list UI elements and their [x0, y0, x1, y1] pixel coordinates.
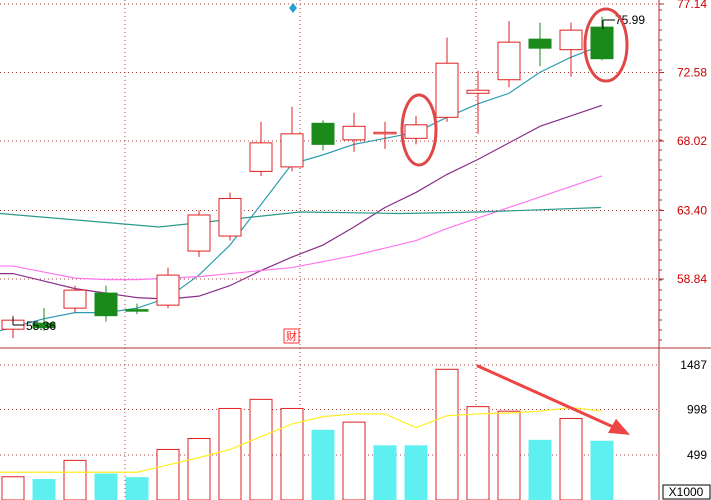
volume-tick-label: 998	[687, 403, 707, 417]
candle-body	[280, 133, 304, 168]
candle-body	[94, 292, 118, 317]
volume-bars	[1, 368, 614, 500]
trend-arrow-shaft	[476, 364, 623, 433]
candle-body	[249, 142, 273, 172]
volume-bar	[63, 459, 87, 500]
diamond-icon	[289, 3, 297, 13]
price-tick-label: 77.14	[677, 0, 707, 11]
volume-bar	[342, 421, 366, 500]
volume-bar	[497, 410, 521, 500]
volume-bar	[218, 407, 242, 500]
moving-average-lines	[0, 44, 603, 332]
volume-bar	[125, 477, 149, 500]
candle	[590, 16, 614, 61]
candle-body	[559, 29, 583, 51]
cai-icon: 财	[283, 328, 300, 344]
candle-body	[156, 274, 180, 306]
candle	[125, 303, 149, 315]
ma-line	[0, 44, 603, 332]
candle	[249, 121, 273, 176]
volume-tick-label: 1487	[680, 358, 707, 372]
low-price-text: 55.36	[26, 319, 56, 333]
candle	[373, 121, 397, 149]
candle	[218, 192, 242, 241]
volume-ma-polyline	[0, 406, 603, 473]
price-tick-label: 72.58	[677, 66, 707, 80]
candle-body	[528, 38, 552, 49]
candle-body	[466, 89, 490, 94]
annotations: 55.36 75.99 财 X1000	[12, 3, 711, 500]
candle	[156, 267, 180, 309]
candle-body	[497, 41, 521, 81]
candle-body	[218, 197, 242, 237]
candle	[187, 210, 211, 258]
candle	[311, 120, 335, 151]
candle-body	[404, 124, 428, 139]
candle	[528, 22, 552, 67]
candle	[435, 37, 459, 122]
highlight-ellipse	[583, 7, 629, 83]
candle	[466, 70, 490, 134]
volume-bar	[311, 429, 335, 500]
candle-body	[187, 214, 211, 252]
candle	[94, 285, 118, 322]
low-price-label: 55.36	[12, 317, 56, 333]
volume-bar	[94, 473, 118, 500]
volume-axis: 1487 998 499	[680, 358, 707, 462]
volume-bar	[373, 445, 397, 500]
volume-bar	[404, 445, 428, 500]
candle-body	[590, 26, 614, 60]
candle	[342, 112, 366, 152]
volume-bar	[590, 440, 614, 500]
candle-body	[32, 322, 56, 329]
volume-tick-label: 499	[687, 448, 707, 462]
volume-bar	[187, 438, 211, 500]
volume-unit-label: X1000	[662, 484, 711, 500]
candle	[497, 21, 521, 88]
candle	[404, 115, 428, 145]
volume-bar	[435, 368, 459, 500]
candle-body	[125, 309, 149, 312]
cai-text: 财	[286, 329, 297, 343]
candle	[32, 308, 56, 331]
candle-body	[342, 125, 366, 141]
price-tick-label: 58.84	[677, 272, 707, 286]
price-tick-label: 68.02	[677, 134, 707, 148]
candle-body	[311, 122, 335, 145]
trend-arrow-head	[608, 418, 630, 435]
volume-bar	[559, 417, 583, 500]
price-axis: 77.14 72.58 68.02 63.40 58.84	[659, 0, 707, 341]
candle-body	[435, 62, 459, 118]
candlestick-series	[1, 16, 614, 339]
candle	[63, 285, 87, 313]
highlight-ellipse	[400, 93, 438, 167]
ma-line	[0, 175, 603, 281]
price-tick-label: 63.40	[677, 203, 707, 217]
volume-bar	[156, 448, 180, 500]
volume-ma-line	[0, 364, 630, 473]
volume-bar	[249, 398, 273, 500]
volume-bar	[466, 406, 490, 500]
candle-body	[63, 289, 87, 309]
ma-line	[0, 206, 602, 228]
volume-bar	[280, 407, 304, 500]
volume-bar	[1, 476, 25, 500]
volume-bar	[528, 439, 552, 500]
candle-body	[373, 131, 397, 135]
candle	[559, 22, 583, 77]
volume-bar	[32, 479, 56, 500]
candle	[280, 106, 304, 172]
volume-unit-text: X1000	[669, 485, 704, 499]
